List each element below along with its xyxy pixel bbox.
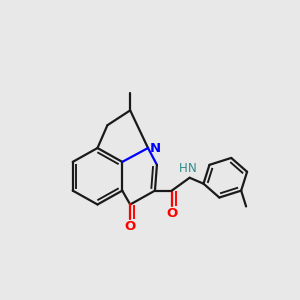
Text: H: H: [179, 162, 188, 175]
Text: N: N: [188, 162, 196, 175]
Text: O: O: [124, 220, 136, 233]
Text: N: N: [150, 142, 161, 154]
Text: O: O: [166, 208, 177, 220]
